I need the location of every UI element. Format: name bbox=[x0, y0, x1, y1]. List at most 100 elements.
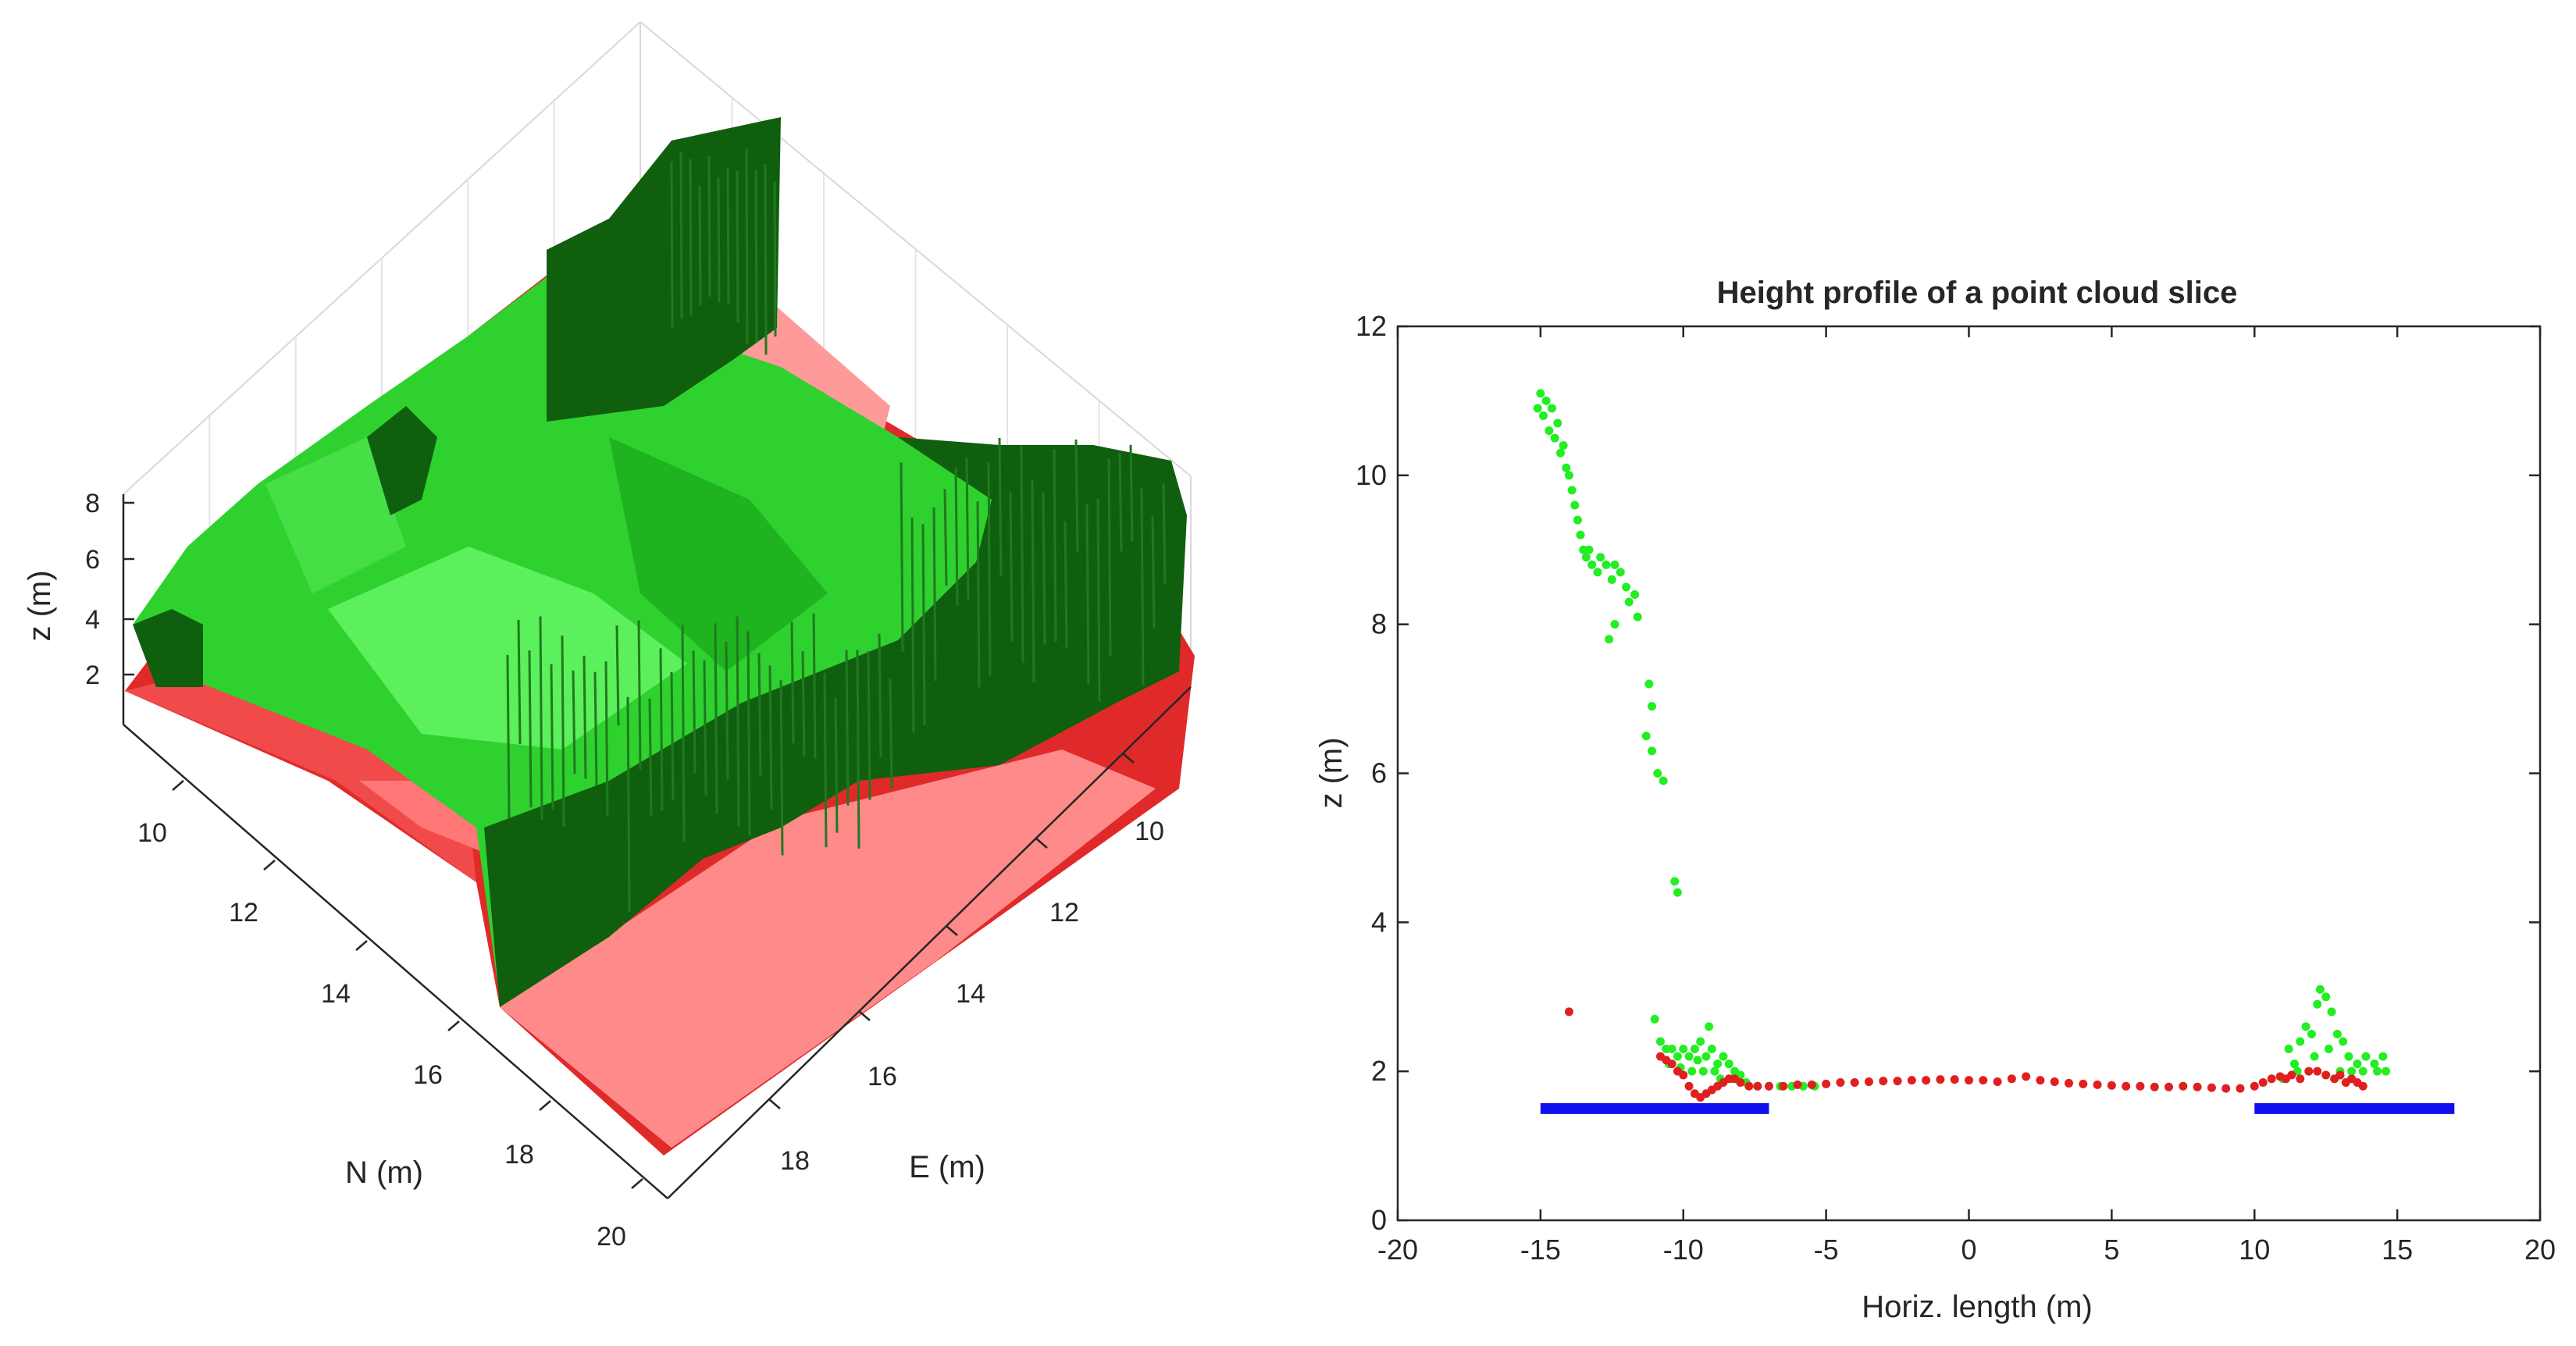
y-tick-label: 6 bbox=[1371, 757, 1387, 789]
x-tick-label: -20 bbox=[1377, 1234, 1418, 1266]
x-tick-label: 20 bbox=[2524, 1234, 2556, 1266]
ground-point bbox=[2336, 1070, 2345, 1080]
ground-point bbox=[1907, 1076, 1916, 1085]
ground-point bbox=[2150, 1082, 2159, 1091]
y-tick-label: 2 bbox=[1371, 1055, 1387, 1087]
wall-stripe bbox=[976, 501, 981, 688]
n-tick-mark bbox=[447, 1020, 460, 1031]
vegetation-point bbox=[1724, 1059, 1733, 1069]
vegetation-point bbox=[2344, 1052, 2353, 1061]
vegetation-point bbox=[2339, 1037, 2348, 1046]
x-tick-label: 10 bbox=[2239, 1234, 2270, 1266]
axes-box bbox=[1396, 325, 2542, 1222]
wall-stripe bbox=[1085, 503, 1090, 685]
vegetation-point bbox=[1607, 575, 1616, 584]
vegetation-point bbox=[1573, 515, 1582, 525]
x-tick-label: -10 bbox=[1663, 1234, 1704, 1266]
ground-point bbox=[2050, 1077, 2059, 1087]
vegetation-point bbox=[1533, 404, 1542, 413]
vegetation-point bbox=[1548, 404, 1557, 413]
ground-point bbox=[2065, 1078, 2074, 1088]
wall-stripe bbox=[714, 623, 718, 814]
vegetation-point bbox=[1690, 1045, 1699, 1054]
vegetation-point bbox=[1622, 582, 1631, 592]
ground-point bbox=[2036, 1076, 2045, 1085]
wall-stripe bbox=[506, 654, 511, 819]
vegetation-point bbox=[1553, 418, 1562, 428]
y-axis-ticks: 0 2 4 6 8 10 12 bbox=[1356, 310, 2540, 1236]
ground-point bbox=[1793, 1080, 1802, 1089]
ground-point bbox=[2287, 1070, 2296, 1080]
ground-point bbox=[2107, 1081, 2116, 1090]
z-tick-label: 4 bbox=[85, 605, 100, 635]
vegetation-point bbox=[1655, 1037, 1665, 1046]
wall-stripe bbox=[845, 650, 850, 806]
wall-stripe bbox=[736, 170, 739, 323]
ground-point bbox=[1950, 1075, 1959, 1084]
surface-e-tick-labels: 10 12 14 16 18 bbox=[780, 817, 1164, 1176]
wall-stripe bbox=[1009, 492, 1014, 641]
wall-stripe bbox=[932, 507, 937, 682]
vegetation-point bbox=[1610, 620, 1619, 629]
wall-stripe bbox=[987, 461, 992, 676]
vegetation-point bbox=[1687, 1066, 1697, 1076]
z-tick-label: 2 bbox=[85, 661, 100, 690]
wall-stripe bbox=[965, 457, 970, 600]
vegetation-point bbox=[1673, 888, 1682, 897]
vegetation-point bbox=[1710, 1066, 1719, 1076]
wall-stripe bbox=[692, 650, 697, 774]
ground-point bbox=[1744, 1081, 1754, 1091]
vegetation-point bbox=[1536, 389, 1545, 398]
vegetation-point bbox=[1593, 568, 1602, 577]
ground-point bbox=[2358, 1081, 2368, 1091]
wall-stripe bbox=[1031, 479, 1035, 683]
vegetation-point bbox=[2327, 1007, 2336, 1017]
wall-stripe bbox=[910, 517, 915, 732]
ground-point bbox=[1564, 1007, 1573, 1017]
vegetation-point bbox=[2313, 999, 2322, 1009]
wall-stripe bbox=[745, 148, 749, 344]
vegetation-point bbox=[1693, 1056, 1702, 1065]
surface-e-axis-label: E (m) bbox=[909, 1150, 985, 1184]
vegetation-point bbox=[1713, 1059, 1723, 1069]
vegetation-point bbox=[1684, 1052, 1694, 1061]
vegetation-point bbox=[2284, 1045, 2293, 1054]
wall-stripe bbox=[1042, 492, 1046, 645]
vegetation-point bbox=[1550, 433, 1559, 443]
ground-point bbox=[2221, 1084, 2231, 1093]
vegetation-point bbox=[1648, 746, 1657, 756]
y-tick-label: 10 bbox=[1356, 459, 1387, 491]
vegetation-point bbox=[1624, 597, 1634, 607]
wall-stripe bbox=[648, 698, 653, 816]
wall-stripe bbox=[754, 169, 758, 344]
wall-stripe bbox=[779, 680, 784, 856]
vegetation-point bbox=[1581, 553, 1591, 562]
wall-stripe bbox=[572, 670, 576, 774]
vegetation-point bbox=[1567, 486, 1577, 495]
wall-stripe bbox=[593, 671, 598, 785]
ground-point bbox=[2093, 1080, 2102, 1089]
wall-stripe bbox=[921, 524, 926, 725]
wall-stripe bbox=[867, 651, 871, 800]
chart-title: Height profile of a point cloud slice bbox=[1717, 276, 2238, 310]
wall-stripe bbox=[878, 633, 882, 757]
vegetation-point bbox=[2301, 1022, 2311, 1031]
y-tick-label: 8 bbox=[1371, 608, 1387, 640]
wall-stripe bbox=[604, 661, 609, 817]
wall-stripe bbox=[689, 158, 693, 315]
ground-point bbox=[1993, 1077, 2002, 1087]
n-tick-mark bbox=[263, 860, 276, 871]
wall-stripe bbox=[757, 653, 762, 777]
ground-point bbox=[2164, 1082, 2174, 1091]
ground-point bbox=[2022, 1072, 2031, 1081]
ground-point bbox=[2296, 1074, 2305, 1084]
vegetation-point bbox=[1698, 1066, 1708, 1076]
wall-stripe bbox=[726, 167, 730, 304]
e-tick-mark bbox=[946, 925, 958, 936]
wall-stripe bbox=[670, 671, 675, 801]
vegetation-point bbox=[1659, 776, 1668, 785]
vegetation-point bbox=[2373, 1066, 2382, 1076]
vegetation-point bbox=[1562, 463, 1571, 472]
vegetation-point bbox=[1673, 1052, 1682, 1061]
